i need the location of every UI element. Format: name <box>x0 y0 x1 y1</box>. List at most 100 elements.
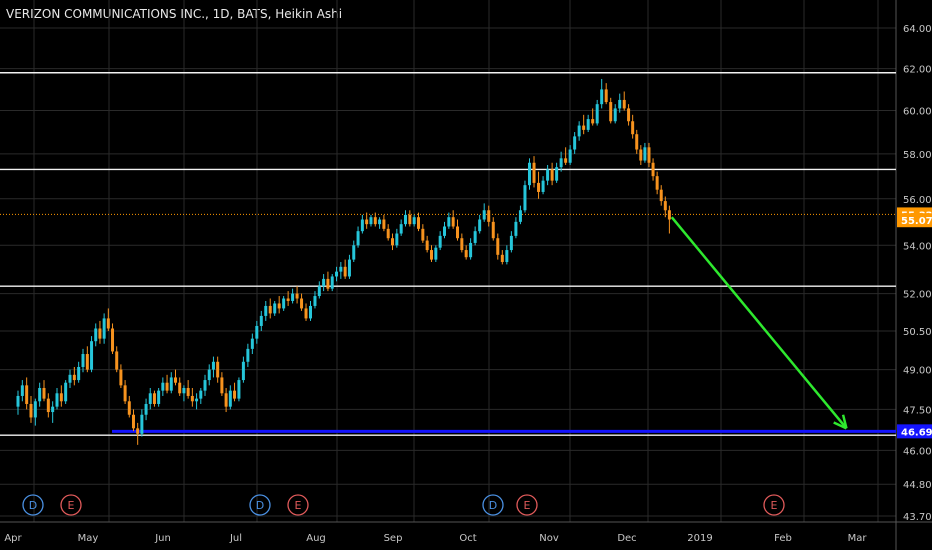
candle-64[interactable] <box>291 293 295 301</box>
candle-35[interactable] <box>165 382 169 391</box>
candle-129[interactable] <box>577 125 581 137</box>
candle-30[interactable] <box>144 403 148 415</box>
candle-145[interactable] <box>647 147 651 163</box>
candle-79[interactable] <box>356 231 360 246</box>
candle-117[interactable] <box>523 185 527 211</box>
candle-57[interactable] <box>259 315 263 326</box>
candle-18[interactable] <box>94 328 98 342</box>
candle-86[interactable] <box>386 228 390 239</box>
candle-139[interactable] <box>622 99 626 109</box>
candle-11[interactable] <box>64 382 68 402</box>
candle-43[interactable] <box>199 390 203 399</box>
event-marker-0[interactable] <box>22 494 44 516</box>
candle-103[interactable] <box>460 238 464 251</box>
candle-9[interactable] <box>55 393 59 407</box>
candle-107[interactable] <box>478 219 482 232</box>
candle-90[interactable] <box>404 214 407 225</box>
candle-80[interactable] <box>360 219 364 232</box>
candle-122[interactable] <box>546 169 550 181</box>
candle-26[interactable] <box>127 401 131 415</box>
candle-115[interactable] <box>514 221 518 236</box>
candle-124[interactable] <box>555 167 559 181</box>
candle-6[interactable] <box>42 387 46 399</box>
candle-40[interactable] <box>186 387 190 396</box>
candle-85[interactable] <box>382 219 386 229</box>
candle-105[interactable] <box>469 242 473 258</box>
candle-143[interactable] <box>639 149 643 161</box>
candle-77[interactable] <box>347 259 351 277</box>
candle-25[interactable] <box>123 385 127 402</box>
candle-118[interactable] <box>527 162 531 186</box>
candle-131[interactable] <box>586 119 590 130</box>
candle-69[interactable] <box>313 296 317 306</box>
candle-99[interactable] <box>443 226 446 236</box>
candle-130[interactable] <box>582 125 586 130</box>
candle-96[interactable] <box>430 250 433 260</box>
candle-111[interactable] <box>496 238 500 255</box>
candle-39[interactable] <box>182 387 186 394</box>
candle-38[interactable] <box>178 382 182 394</box>
candle-100[interactable] <box>447 217 451 227</box>
candle-97[interactable] <box>434 247 438 260</box>
candle-123[interactable] <box>550 169 554 181</box>
candle-19[interactable] <box>98 328 102 339</box>
candle-16[interactable] <box>85 354 89 370</box>
candle-116[interactable] <box>518 210 522 222</box>
candle-128[interactable] <box>573 136 577 150</box>
candle-141[interactable] <box>631 121 635 135</box>
candle-2[interactable] <box>25 385 29 404</box>
candle-49[interactable] <box>224 393 228 407</box>
candle-63[interactable] <box>286 298 290 301</box>
candle-126[interactable] <box>564 158 568 163</box>
candle-56[interactable] <box>255 325 259 339</box>
candle-62[interactable] <box>282 298 286 309</box>
candle-24[interactable] <box>119 369 123 386</box>
candle-5[interactable] <box>38 387 42 402</box>
candle-148[interactable] <box>659 189 663 202</box>
candle-102[interactable] <box>456 226 459 239</box>
event-marker-6[interactable] <box>763 494 785 516</box>
candle-87[interactable] <box>391 238 395 246</box>
candle-4[interactable] <box>33 401 37 418</box>
candle-94[interactable] <box>421 228 425 241</box>
candle-29[interactable] <box>140 414 144 434</box>
candle-10[interactable] <box>59 393 63 402</box>
candle-53[interactable] <box>241 361 245 381</box>
candle-68[interactable] <box>308 305 312 319</box>
candle-83[interactable] <box>373 217 377 225</box>
candle-22[interactable] <box>111 328 115 352</box>
candle-14[interactable] <box>77 366 81 381</box>
candle-73[interactable] <box>330 276 334 289</box>
candle-21[interactable] <box>106 318 110 329</box>
candle-41[interactable] <box>190 395 194 402</box>
candle-119[interactable] <box>532 162 536 183</box>
candle-140[interactable] <box>627 108 631 122</box>
candle-113[interactable] <box>505 250 509 262</box>
candle-146[interactable] <box>651 162 655 177</box>
event-marker-1[interactable] <box>60 494 82 516</box>
candle-92[interactable] <box>412 217 416 225</box>
candle-59[interactable] <box>268 305 272 314</box>
candle-104[interactable] <box>464 250 468 258</box>
candle-75[interactable] <box>339 266 343 272</box>
candle-61[interactable] <box>277 303 281 309</box>
candle-65[interactable] <box>295 293 299 299</box>
candle-114[interactable] <box>509 235 513 251</box>
candle-55[interactable] <box>250 338 254 349</box>
candle-1[interactable] <box>20 385 24 396</box>
candle-142[interactable] <box>635 134 639 150</box>
candle-112[interactable] <box>500 254 504 262</box>
candle-138[interactable] <box>618 99 622 109</box>
candle-28[interactable] <box>136 428 140 434</box>
candle-98[interactable] <box>438 235 442 248</box>
candle-45[interactable] <box>207 369 211 381</box>
candle-48[interactable] <box>220 377 224 394</box>
event-marker-3[interactable] <box>287 494 309 516</box>
candle-93[interactable] <box>417 217 420 229</box>
candle-47[interactable] <box>216 361 220 378</box>
candle-109[interactable] <box>487 210 491 222</box>
candle-149[interactable] <box>663 201 667 211</box>
candle-46[interactable] <box>211 361 215 370</box>
candle-136[interactable] <box>609 102 613 122</box>
candle-23[interactable] <box>115 351 119 370</box>
